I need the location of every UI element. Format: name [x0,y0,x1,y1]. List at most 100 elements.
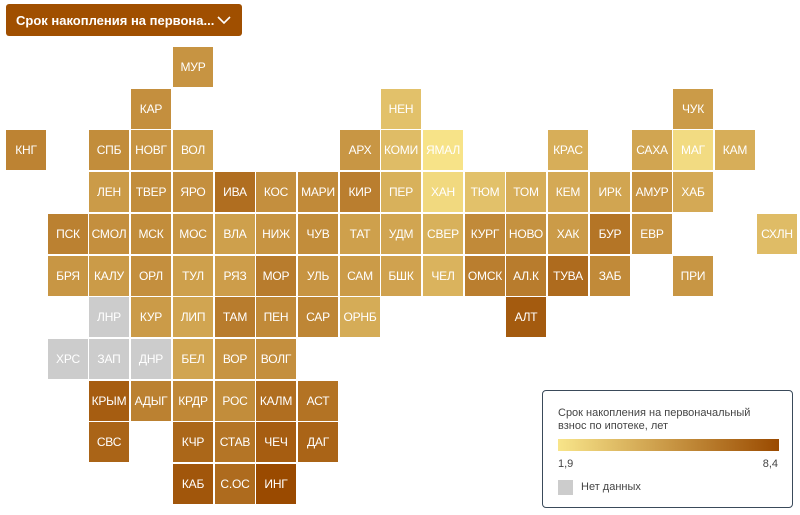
region-tile-ЗАБ[interactable]: ЗАБ [590,256,630,296]
legend: Срок накопления на первоначальный взнос … [542,390,793,508]
legend-no-data-label: Нет данных [581,481,641,493]
legend-min-label: 1,9 [558,458,574,470]
region-tile-БУР[interactable]: БУР [590,214,630,254]
region-tile-КНГ[interactable]: КНГ [6,130,46,170]
region-tile-ВОР[interactable]: ВОР [215,339,255,379]
legend-title: Срок накопления на первоначальный взнос … [558,407,751,432]
region-tile-РОС[interactable]: РОС [215,381,255,421]
region-tile-ПРИ[interactable]: ПРИ [673,256,713,296]
region-tile-СВЕР[interactable]: СВЕР [423,214,463,254]
region-tile-ВОЛГ[interactable]: ВОЛГ [256,339,296,379]
region-tile-ПЕР[interactable]: ПЕР [381,172,421,212]
region-tile-БШК[interactable]: БШК [381,256,421,296]
region-tile-СМОЛ[interactable]: СМОЛ [89,214,129,254]
region-tile-ХАБ[interactable]: ХАБ [673,172,713,212]
region-tile-КАБ[interactable]: КАБ [173,464,213,504]
region-tile-КУР[interactable]: КУР [131,297,171,337]
region-tile-ЛЕН[interactable]: ЛЕН [89,172,129,212]
region-tile-УДМ[interactable]: УДМ [381,214,421,254]
region-tile-ОРНБ[interactable]: ОРНБ [340,297,380,337]
region-tile-ОРЛ[interactable]: ОРЛ [131,256,171,296]
region-tile-РЯЗ[interactable]: РЯЗ [215,256,255,296]
region-tile-МАРИ[interactable]: МАРИ [298,172,338,212]
region-tile-КРАС[interactable]: КРАС [548,130,588,170]
region-tile-АРХ[interactable]: АРХ [340,130,380,170]
region-tile-ХАН[interactable]: ХАН [423,172,463,212]
region-tile-КОМИ[interactable]: КОМИ [381,130,421,170]
region-tile-ДАГ[interactable]: ДАГ [298,422,338,462]
region-tile-СТАВ[interactable]: СТАВ [215,422,255,462]
region-tile-ДНР[interactable]: ДНР [131,339,171,379]
region-tile-СВС[interactable]: СВС [89,422,129,462]
region-tile-МОР[interactable]: МОР [256,256,296,296]
region-tile-АЛ.К[interactable]: АЛ.К [506,256,546,296]
region-tile-ХАК[interactable]: ХАК [548,214,588,254]
region-tile-ИВА[interactable]: ИВА [215,172,255,212]
region-tile-ЧУВ[interactable]: ЧУВ [298,214,338,254]
region-tile-КАМ[interactable]: КАМ [715,130,755,170]
region-tile-ПСК[interactable]: ПСК [48,214,88,254]
region-tile-КЧР[interactable]: КЧР [173,422,213,462]
indicator-dropdown[interactable]: Срок накопления на первона... [6,4,242,36]
region-tile-НОВО[interactable]: НОВО [506,214,546,254]
region-tile-УЛЬ[interactable]: УЛЬ [298,256,338,296]
region-tile-ТВЕР[interactable]: ТВЕР [131,172,171,212]
region-tile-САХА[interactable]: САХА [632,130,672,170]
region-tile-МСК[interactable]: МСК [131,214,171,254]
region-tile-ВОЛ[interactable]: ВОЛ [173,130,213,170]
region-tile-ОМСК[interactable]: ОМСК [465,256,505,296]
region-tile-НИЖ[interactable]: НИЖ [256,214,296,254]
region-tile-АДЫГ[interactable]: АДЫГ [131,381,171,421]
region-tile-С.ОС[interactable]: С.ОС [215,464,255,504]
region-tile-ТОМ[interactable]: ТОМ [506,172,546,212]
region-tile-КЕМ[interactable]: КЕМ [548,172,588,212]
region-tile-ТАМ[interactable]: ТАМ [215,297,255,337]
region-tile-МОС[interactable]: МОС [173,214,213,254]
region-tile-ЗАП[interactable]: ЗАП [89,339,129,379]
region-tile-МУР[interactable]: МУР [173,47,213,87]
legend-gradient-bar [558,439,779,451]
region-tile-ЛИП[interactable]: ЛИП [173,297,213,337]
region-tile-КУРГ[interactable]: КУРГ [465,214,505,254]
region-tile-ТУЛ[interactable]: ТУЛ [173,256,213,296]
region-tile-ЛНР[interactable]: ЛНР [89,297,129,337]
region-tile-КРДР[interactable]: КРДР [173,381,213,421]
region-tile-СПБ[interactable]: СПБ [89,130,129,170]
region-tile-НЕН[interactable]: НЕН [381,89,421,129]
legend-no-data-swatch [558,480,573,495]
region-tile-БЕЛ[interactable]: БЕЛ [173,339,213,379]
region-tile-МАГ[interactable]: МАГ [673,130,713,170]
region-tile-КРЫМ[interactable]: КРЫМ [89,381,129,421]
region-tile-САМ[interactable]: САМ [340,256,380,296]
region-tile-ЯМАЛ[interactable]: ЯМАЛ [423,130,463,170]
region-tile-НОВГ[interactable]: НОВГ [131,130,171,170]
region-tile-КИР[interactable]: КИР [340,172,380,212]
region-tile-КАЛУ[interactable]: КАЛУ [89,256,129,296]
region-tile-ТЮМ[interactable]: ТЮМ [465,172,505,212]
region-tile-ИНГ[interactable]: ИНГ [256,464,296,504]
region-tile-АСТ[interactable]: АСТ [298,381,338,421]
region-tile-СХЛН[interactable]: СХЛН [757,214,797,254]
chevron-down-icon [216,12,232,28]
legend-max-label: 8,4 [762,458,778,470]
region-tile-ЧУК[interactable]: ЧУК [673,89,713,129]
region-tile-ТАТ[interactable]: ТАТ [340,214,380,254]
region-tile-ЧЕЧ[interactable]: ЧЕЧ [256,422,296,462]
region-tile-КАР[interactable]: КАР [131,89,171,129]
region-tile-САР[interactable]: САР [298,297,338,337]
region-tile-ЧЕЛ[interactable]: ЧЕЛ [423,256,463,296]
region-tile-АЛТ[interactable]: АЛТ [506,297,546,337]
region-tile-АМУР[interactable]: АМУР [632,172,672,212]
region-tile-КАЛМ[interactable]: КАЛМ [256,381,296,421]
region-tile-ИРК[interactable]: ИРК [590,172,630,212]
region-tile-КОС[interactable]: КОС [256,172,296,212]
region-tile-ТУВА[interactable]: ТУВА [548,256,588,296]
region-tile-БРЯ[interactable]: БРЯ [48,256,88,296]
region-tile-ЯРО[interactable]: ЯРО [173,172,213,212]
region-tile-ЕВР[interactable]: ЕВР [632,214,672,254]
indicator-dropdown-label: Срок накопления на первона... [16,12,215,28]
region-tile-ХРС[interactable]: ХРС [48,339,88,379]
region-tile-ПЕН[interactable]: ПЕН [256,297,296,337]
region-tile-ВЛА[interactable]: ВЛА [215,214,255,254]
